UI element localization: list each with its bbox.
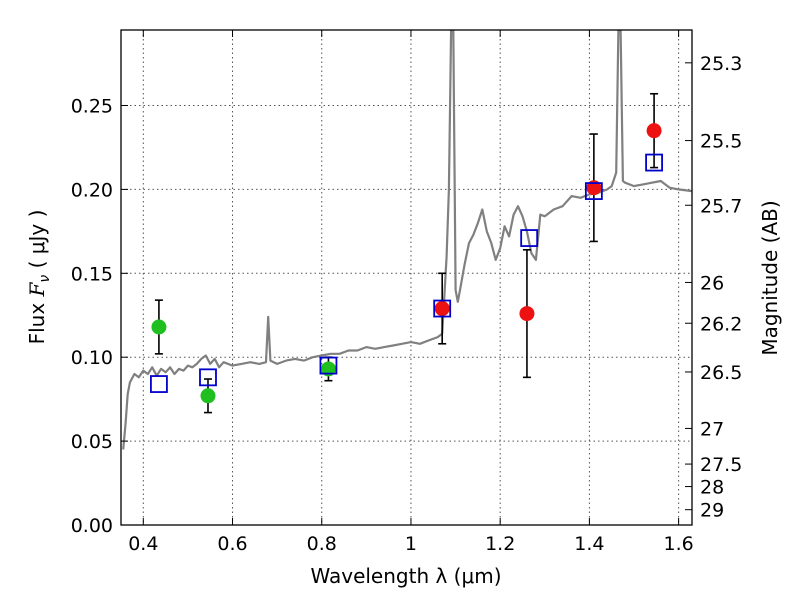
y-axis-ticks: 0.00 0.05 0.10 0.15 0.20 0.25: [71, 96, 128, 537]
x-tick-label: 1.2: [485, 533, 515, 555]
model-photometry-square: [199, 368, 217, 387]
y2-axis-title: Magnitude (AB): [758, 200, 782, 355]
y-axis-title-symbol: F: [25, 281, 49, 297]
y2-tick-label: 26: [700, 272, 724, 294]
y2-tick-label: 26.5: [700, 362, 742, 384]
y2-tick-label: 29: [700, 500, 724, 522]
data-markers: [150, 123, 663, 404]
y-axis-title-subscript: ν: [37, 275, 53, 283]
x-axis-ticks: 0.4 0.6 0.8 1 1.2 1.4 1.6: [128, 30, 694, 555]
y2-tick-label: 28: [700, 477, 724, 499]
y-axis-title-prefix: Flux: [25, 296, 49, 344]
model-photometry-square: [645, 153, 663, 172]
data-point-red: [646, 123, 662, 139]
model-photometry-square: [319, 356, 338, 375]
y-tick-label: 0.05: [71, 431, 113, 453]
data-point-green: [151, 319, 167, 335]
y2-tick-label: 27: [700, 418, 724, 440]
y-axis-title-suffix: ( μJy ): [25, 210, 49, 275]
x-tick-label: 0.4: [128, 533, 158, 555]
model-spectrum: [122, 30, 692, 450]
y-tick-label: 0.10: [71, 347, 113, 369]
y2-tick-label: 27.5: [700, 454, 742, 476]
y2-tick-label: 25.7: [700, 195, 742, 217]
y-tick-label: 0.20: [71, 179, 113, 201]
y-axis-title: Flux Fν ( μJy ): [25, 210, 53, 345]
data-point-red: [434, 301, 450, 317]
y-tick-label: 0.15: [71, 263, 113, 285]
y2-tick-label: 25.5: [700, 131, 742, 153]
model-photometry-square: [433, 299, 452, 318]
data-point-green: [200, 388, 216, 404]
x-tick-label: 1.6: [664, 533, 694, 555]
model-photometry-square: [584, 182, 603, 200]
y-tick-label: 0.25: [71, 96, 113, 118]
x-tick-label: 0.6: [217, 533, 247, 555]
y-tick-label: 0.00: [71, 515, 113, 537]
plot-frame: [120, 29, 693, 526]
x-tick-label: 1.4: [574, 533, 604, 555]
x-tick-label: 1: [405, 533, 417, 555]
x-tick-label: 0.8: [307, 533, 337, 555]
plot-frame-rect: [120, 29, 693, 526]
model-spectrum-line: [122, 30, 692, 450]
data-point-red: [519, 306, 535, 322]
y2-tick-label: 25.3: [700, 53, 742, 75]
model-photometry-square: [520, 229, 539, 247]
x-axis-title: Wavelength λ (μm): [310, 564, 501, 588]
model-photometry-square: [150, 375, 168, 393]
grid: [121, 30, 692, 525]
y2-tick-label: 26.2: [700, 313, 742, 335]
